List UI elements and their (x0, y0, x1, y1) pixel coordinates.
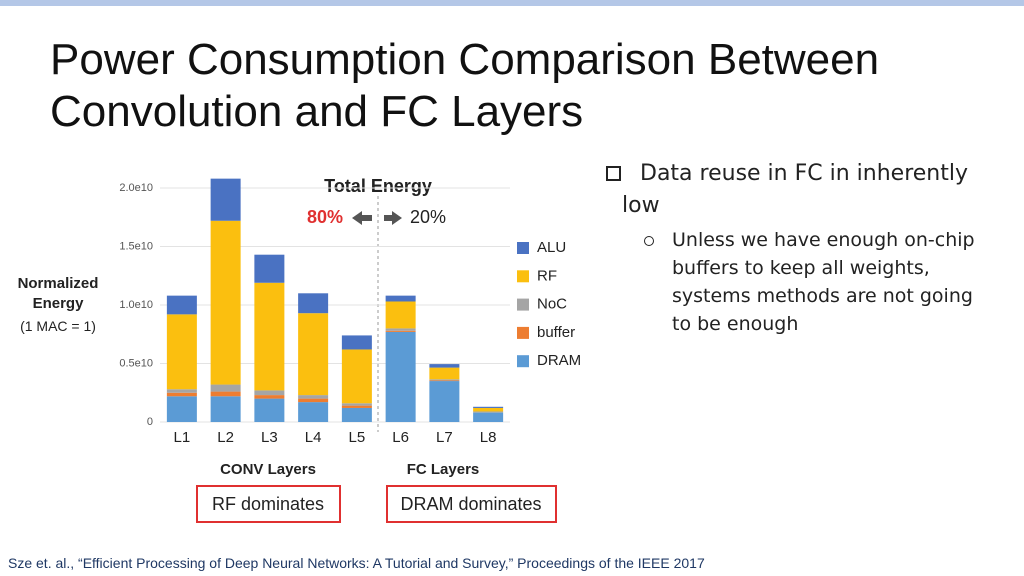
bar-segment (298, 313, 329, 396)
bullet: Data reuse in FC in inherently low (604, 158, 984, 222)
legend-swatch (517, 270, 529, 283)
y-tick-label: 0 (147, 416, 153, 428)
callout: RF dominates (212, 494, 324, 514)
bar-segment (385, 331, 416, 422)
annotation: 20% (410, 207, 446, 227)
bar-segment (429, 380, 460, 382)
slide-title: Power Consumption Comparison Between Con… (50, 35, 880, 136)
bar-segment (254, 398, 285, 422)
y-axis-label: Normalized Energy (17, 275, 99, 312)
bar-segment (473, 407, 504, 412)
legend-swatch (517, 298, 529, 311)
bar-segment (166, 392, 197, 397)
bar-segment (166, 396, 197, 422)
y-tick-label: 1.5e10 (119, 240, 153, 252)
x-tick-label: L6 (392, 429, 409, 446)
legend-label: NoC (537, 296, 567, 313)
bar-segment (429, 367, 460, 380)
bar-segment (385, 330, 416, 332)
y-axis-note: (1 MAC = 1) (20, 318, 96, 334)
callout-box (386, 485, 557, 523)
x-tick-label: L8 (480, 429, 497, 446)
x-tick-label: L1 (174, 429, 191, 446)
group-label: CONV Layers (220, 461, 316, 478)
legend-label: ALU (537, 239, 566, 256)
bar-segment (429, 364, 460, 368)
bar-segment (298, 398, 329, 403)
y-tick-label: 2.0e10 (119, 182, 153, 194)
legend-swatch (517, 242, 529, 254)
x-tick-label: L3 (261, 429, 278, 446)
bar-segment (254, 254, 285, 283)
bar-segment (210, 396, 241, 422)
bar-segment (473, 412, 504, 422)
bar-segment (341, 403, 372, 406)
bar-segment (254, 390, 285, 396)
arrow-right (384, 211, 402, 225)
legend-swatch (517, 326, 529, 339)
bar-segment (298, 293, 329, 314)
bullet-list: Data reuse in FC in inherently low Unless… (604, 158, 984, 338)
sub-bullet: Unless we have enough on-chip buffers to… (644, 226, 984, 338)
annotation: 80% (307, 207, 343, 227)
x-tick-label: L4 (305, 429, 322, 446)
bar-segment (341, 407, 372, 422)
y-tick-label: 1.0e10 (119, 299, 153, 311)
bar-segment (210, 178, 241, 221)
callout-box (196, 485, 341, 523)
x-tick-label: L2 (217, 429, 234, 446)
legend-swatch (517, 355, 529, 368)
bar-segment (254, 282, 285, 391)
group-label: FC Layers (407, 461, 480, 478)
bar-segment (210, 391, 241, 397)
bar-segment (254, 395, 285, 399)
bar-segment (473, 411, 504, 413)
legend-label: DRAM (537, 352, 581, 369)
bar-segment (210, 220, 241, 385)
top-bar (0, 0, 1024, 6)
x-tick-label: L7 (436, 429, 453, 446)
bar-segment (298, 395, 329, 399)
bullet-marker (606, 166, 621, 181)
bar-segment (341, 349, 372, 404)
bar-segment (166, 389, 197, 393)
y-tick-label: 0.5e10 (119, 357, 153, 369)
bar-segment (385, 295, 416, 302)
bar-segment (341, 405, 372, 408)
bar-segment (429, 379, 460, 381)
x-tick-label: L5 (349, 429, 366, 446)
bar-segment (341, 335, 372, 350)
legend-label: buffer (537, 324, 575, 341)
bar-segment (210, 384, 241, 392)
citation: Sze et. al., “Efficient Processing of De… (8, 555, 705, 571)
legend-label: RF (537, 267, 557, 284)
bar-segment (429, 381, 460, 422)
arrow-left (352, 211, 372, 225)
bar-segment (166, 314, 197, 390)
callout: DRAM dominates (400, 494, 541, 514)
chart-title: Total Energy (324, 176, 432, 196)
bar-segment (385, 301, 416, 329)
bar-segment (385, 328, 416, 331)
bullet-marker (644, 236, 654, 246)
bar-segment (166, 295, 197, 315)
bar-segment (473, 406, 504, 408)
bar-segment (298, 402, 329, 422)
